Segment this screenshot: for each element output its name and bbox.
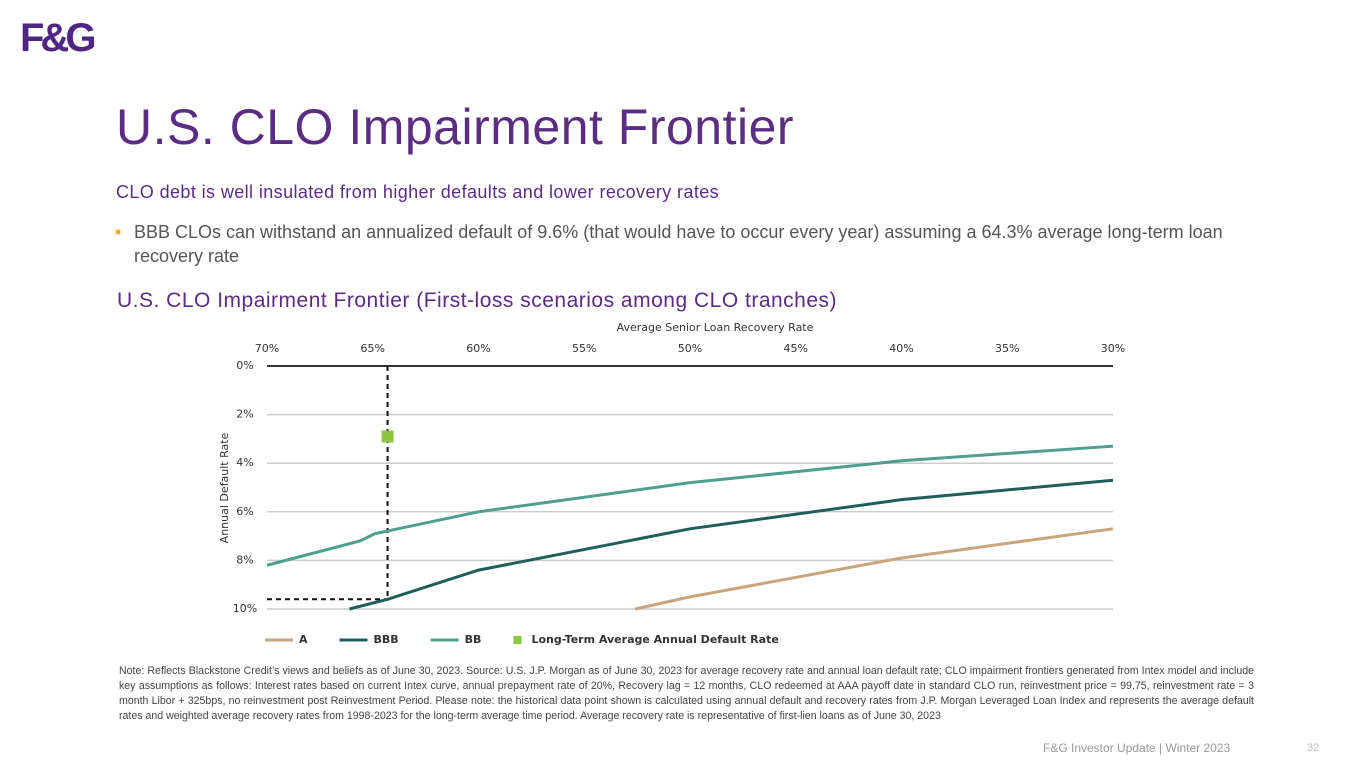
logo: F&G (20, 16, 96, 60)
subtitle: CLO debt is well insulated from higher d… (116, 182, 720, 202)
y-tick-label: 10% (233, 602, 257, 615)
page-number: 32 (1307, 742, 1320, 754)
data-point (381, 430, 394, 443)
y-tick-label: 4% (236, 456, 253, 469)
chart-title: U.S. CLO Impairment Frontier (First-loss… (117, 289, 838, 312)
x-tick-label: 70% (255, 342, 279, 355)
series-line (634, 527, 1114, 611)
bullet: BBB CLOs can withstand an annualized def… (115, 220, 1259, 268)
y-tick-label: 6% (236, 505, 253, 518)
x-tick-label: 55% (572, 342, 596, 355)
legend-label: BB (465, 633, 482, 646)
footer: F&G Investor Update | Winter 2023 (1043, 741, 1231, 755)
y-tick-label: 2% (236, 408, 253, 421)
legend-swatch (513, 636, 522, 644)
y-axis-label: Annual Default Rate (218, 432, 231, 543)
x-tick-label: 65% (361, 342, 385, 355)
title: U.S. CLO Impairment Frontier (116, 99, 795, 155)
x-axis-label: Average Senior Loan Recovery Rate (617, 321, 814, 334)
x-tick-label: 45% (784, 342, 808, 355)
legend-label: BBB (374, 633, 399, 646)
x-tick-label: 35% (995, 342, 1019, 355)
legend-label: A (299, 633, 308, 646)
x-tick-label: 30% (1101, 342, 1125, 355)
legend-label: Long-Term Average Annual Default Rate (531, 633, 778, 646)
x-tick-label: 50% (678, 342, 702, 355)
y-tick-label: 8% (236, 553, 253, 566)
chart: Average Senior Loan Recovery Rate Annual… (218, 321, 1125, 646)
series-line (349, 478, 1114, 611)
footnote: Note: Reflects Blackstone Credit’s views… (119, 665, 1254, 722)
y-tick-label: 0% (236, 359, 253, 372)
x-tick-label: 40% (889, 342, 913, 355)
series-line (266, 444, 1114, 567)
x-tick-label: 60% (466, 342, 490, 355)
